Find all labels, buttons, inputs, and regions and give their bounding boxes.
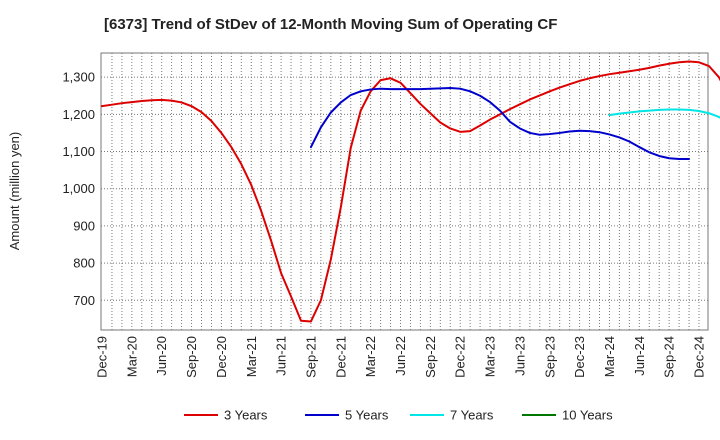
- x-tick-label: Dec-23: [572, 336, 587, 378]
- x-tick-label: Jun-22: [393, 336, 408, 376]
- series-line-3-years: [101, 60, 720, 323]
- x-tick-label: Jun-23: [512, 336, 527, 376]
- legend: 3 Years 5 Years 7 Years 10 Years: [184, 408, 613, 423]
- x-tick-label: Dec-20: [214, 336, 229, 378]
- y-tick-label: 900: [73, 218, 95, 233]
- series-lines: [101, 60, 720, 323]
- legend-label: 5 Years: [345, 408, 389, 423]
- y-axis-title: Amount (million yen): [7, 132, 22, 251]
- series-line-7-years: [608, 108, 720, 119]
- series-line-5-years: [309, 86, 691, 160]
- x-tick-label: Sep-23: [542, 336, 557, 378]
- x-tick-label: Mar-20: [124, 336, 139, 377]
- y-tick-label: 1,300: [62, 70, 95, 85]
- legend-label: 7 Years: [450, 408, 494, 423]
- x-tick-label: Mar-23: [483, 336, 498, 377]
- x-tick-label: Dec-21: [333, 336, 348, 378]
- y-tick-label: 1,100: [62, 144, 95, 159]
- y-tick-label: 1,000: [62, 181, 95, 196]
- x-axis-ticks: Dec-19 Mar-20 Jun-20 Sep-20 Dec-20 Mar-21 Jun-…: [95, 336, 707, 378]
- x-tick-label: Sep-20: [184, 336, 199, 378]
- x-tick-label: Sep-21: [303, 336, 318, 378]
- x-tick-label: Mar-22: [363, 336, 378, 377]
- x-tick-label: Sep-24: [662, 336, 677, 378]
- plot-area: [100, 52, 709, 331]
- x-tick-label: Mar-21: [244, 336, 259, 377]
- y-tick-label: 700: [73, 293, 95, 308]
- grid-lines: [101, 53, 708, 330]
- chart-title: [6373] Trend of StDev of 12-Month Moving…: [104, 16, 557, 33]
- x-tick-label: Dec-19: [95, 336, 110, 378]
- legend-label: 10 Years: [562, 408, 613, 423]
- x-tick-label: Jun-24: [632, 336, 647, 376]
- x-tick-label: Dec-24: [692, 336, 707, 378]
- y-tick-label: 1,200: [62, 107, 95, 122]
- x-tick-label: Jun-21: [274, 336, 289, 376]
- legend-label: 3 Years: [224, 408, 268, 423]
- y-tick-label: 800: [73, 256, 95, 271]
- x-tick-label: Sep-22: [423, 336, 438, 378]
- x-tick-label: Dec-22: [453, 336, 468, 378]
- x-tick-label: Jun-20: [154, 336, 169, 376]
- x-tick-label: Mar-24: [602, 336, 617, 377]
- y-axis-ticks: 700 800 900 1,000 1,100 1,200 1,300: [62, 70, 95, 308]
